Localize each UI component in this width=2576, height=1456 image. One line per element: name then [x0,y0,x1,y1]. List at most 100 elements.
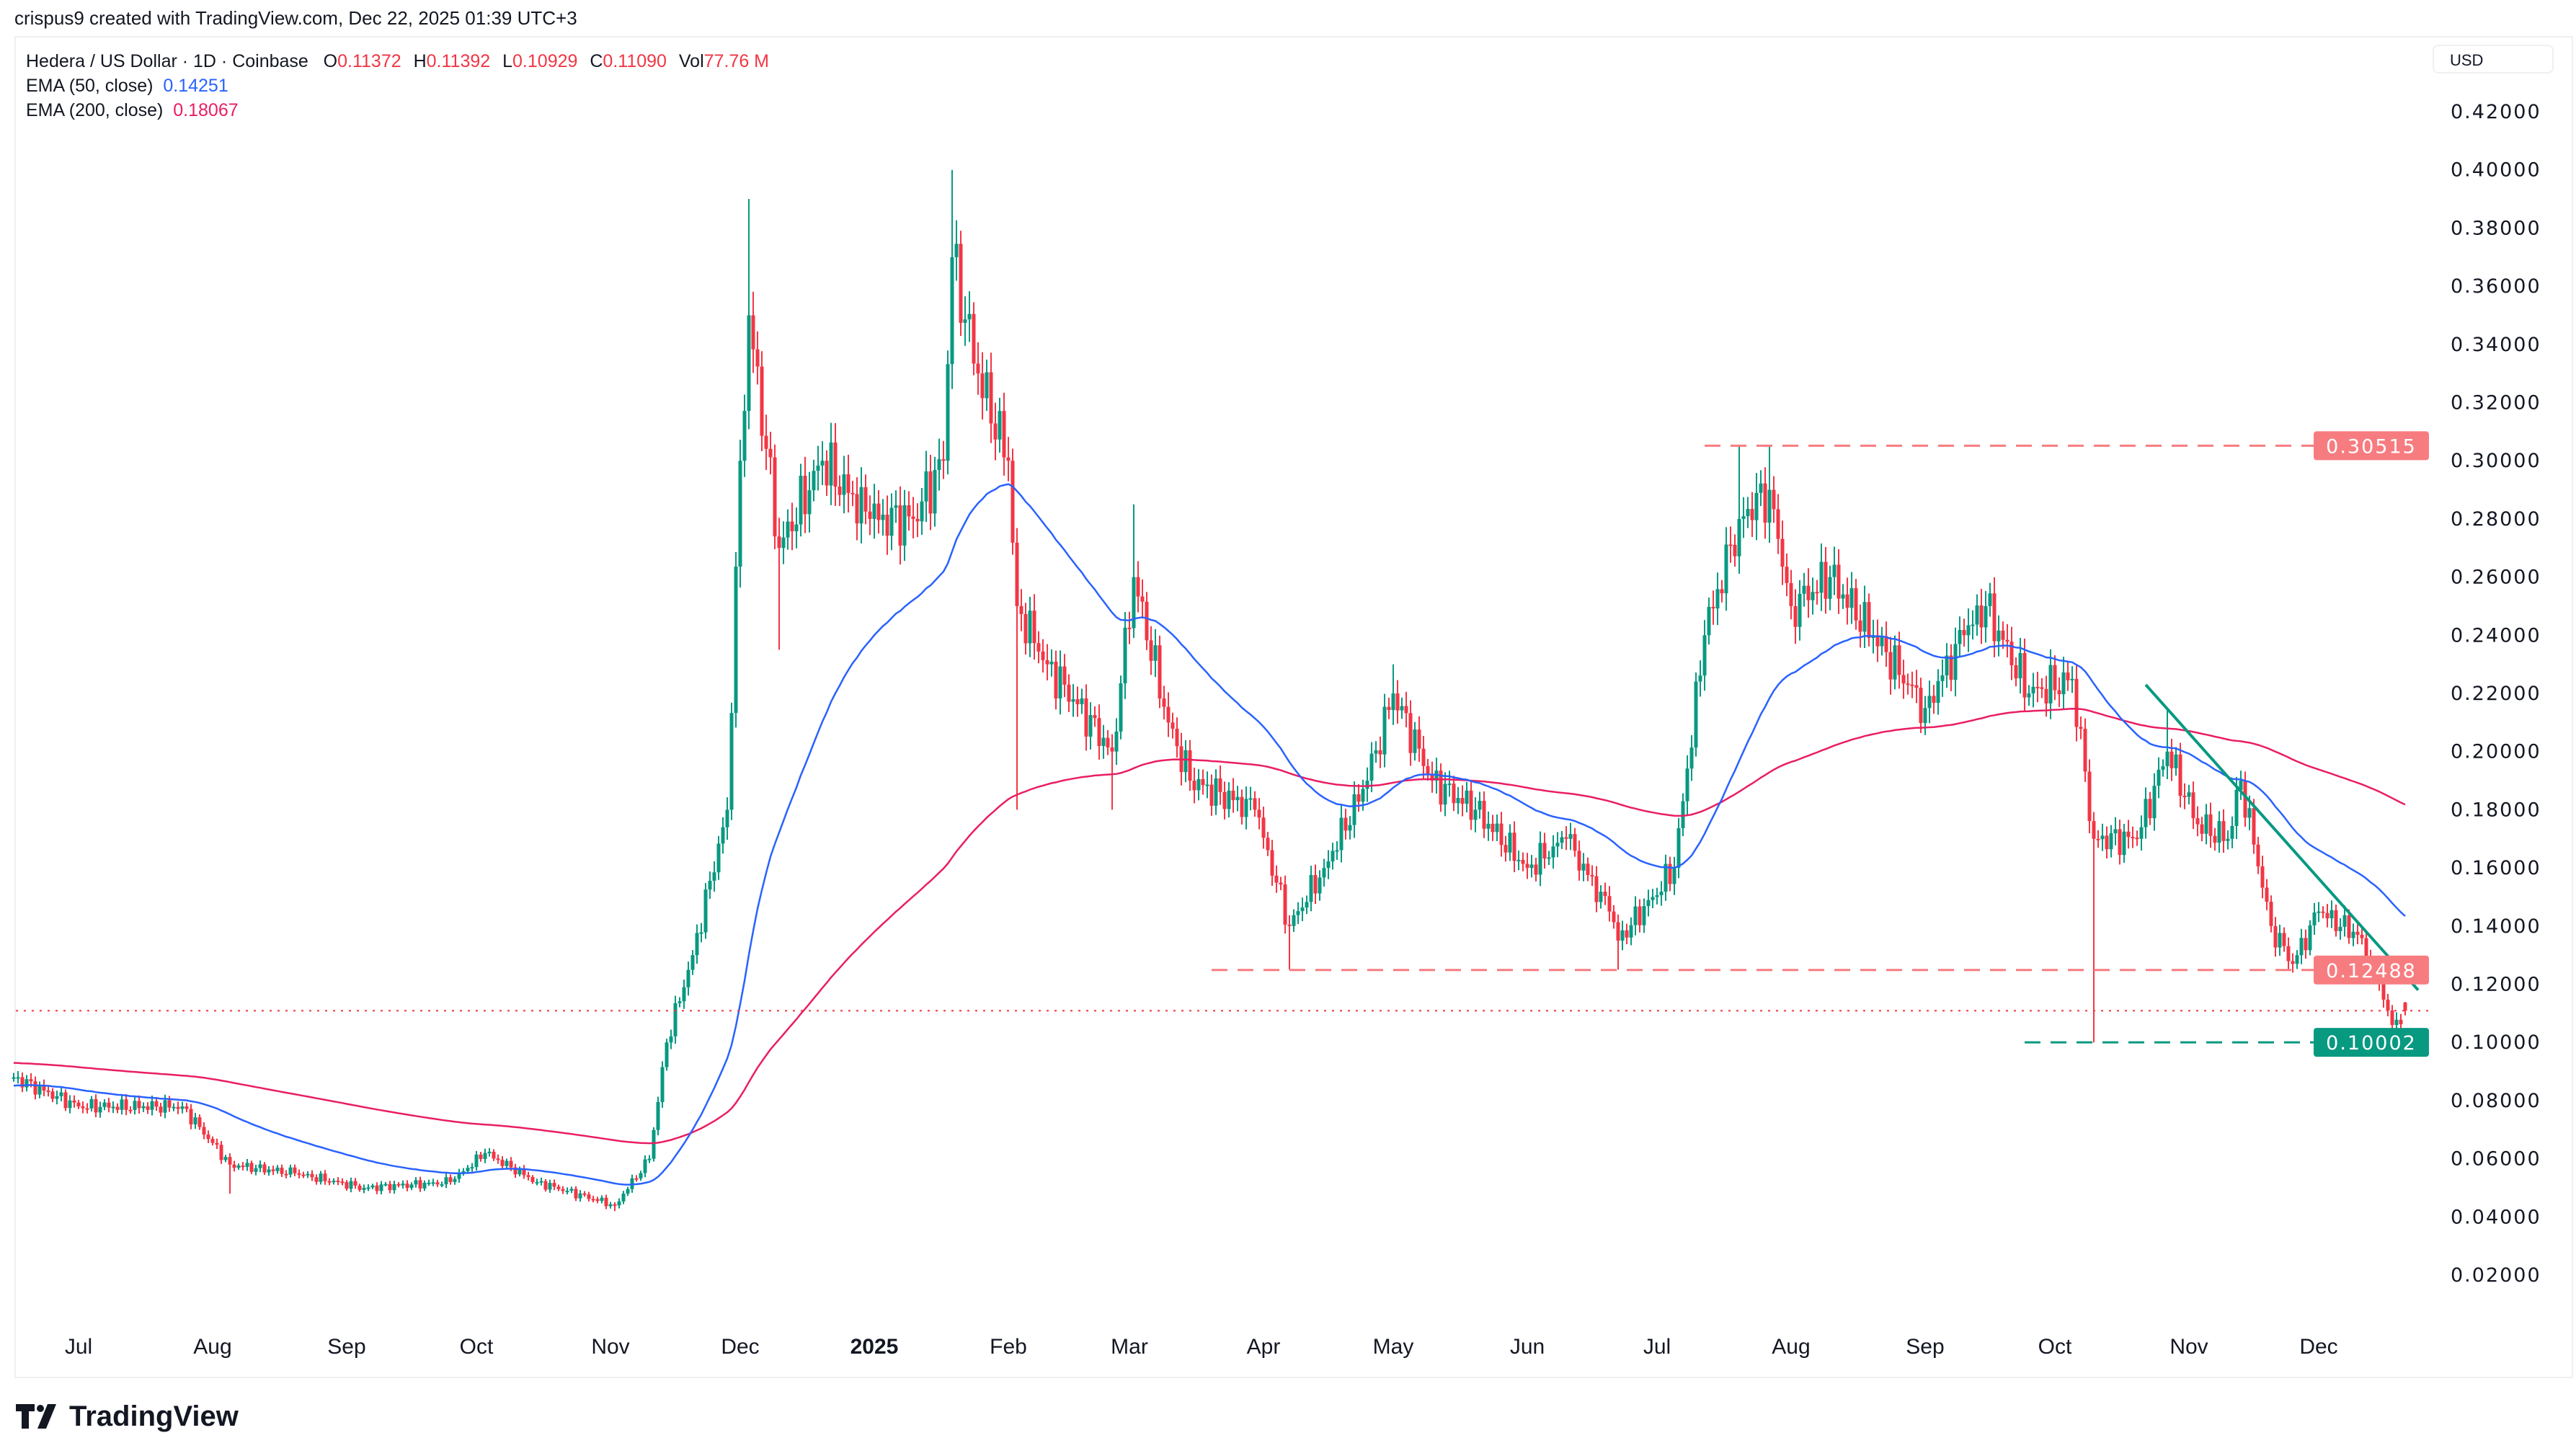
candle-body [1512,833,1516,861]
candle-body [1097,718,1101,746]
candle-body [2096,838,2100,840]
candle-body [375,1185,379,1191]
candle-body [185,1106,189,1109]
candle-body [1724,544,1728,594]
candle-body [2355,931,2360,935]
candle-body [1590,874,1594,876]
candle-body [1594,876,1599,902]
candle-body [444,1177,448,1185]
y-tick-label: 0.02000 [2451,1264,2541,1287]
candle-body [59,1092,63,1096]
candle-body [37,1085,42,1095]
candle-body [223,1157,228,1160]
tradingview-logo[interactable]: TradingView [16,1400,239,1433]
candle-body [1919,688,1923,724]
candle-body [889,507,894,536]
candle-body [682,987,686,1002]
candle-body [401,1184,405,1186]
candle-body [1776,509,1780,539]
currency-button[interactable]: USD [2433,45,2554,74]
candle-body [120,1099,124,1110]
candle-body [876,503,881,520]
candle-body [924,471,928,502]
price-label-badge [2314,1028,2429,1057]
candle-body [1300,907,1305,912]
candle-body [1447,784,1452,786]
candle-body [2230,825,2234,839]
chart-pane[interactable] [14,36,2573,1378]
candle-body [474,1154,479,1168]
candle-body [461,1171,466,1173]
candle-body [1984,605,1988,628]
candle-body [1754,492,1759,520]
candle-body [1062,666,1067,685]
x-tick-label: Jun [1510,1335,1545,1359]
candle-body [362,1187,366,1190]
candle-body [383,1184,388,1186]
ema50-legend[interactable]: EMA (50, close) 0.14251 [26,74,769,98]
candle-body [1659,892,1664,895]
candle-body [163,1100,167,1113]
candle-body [280,1167,284,1174]
candle-body [2394,1019,2399,1025]
candle-body [764,435,768,449]
candle-body [1746,509,1750,517]
symbol-title[interactable]: Hedera / US Dollar · 1D · Coinbase [26,51,308,71]
candle-body [907,505,911,517]
candle-body [2022,653,2027,698]
x-tick-label: Sep [327,1335,365,1359]
candle-body [600,1197,604,1202]
candle-body [751,315,755,350]
candle-body [1633,906,1638,925]
candle-body [1153,645,1158,661]
candle-body [379,1184,383,1191]
candle-body [1516,859,1521,861]
x-tick-label: Apr [1247,1335,1281,1359]
candle-body [2338,926,2342,931]
candle-body [1266,838,1270,851]
candle-body [85,1108,89,1110]
candle-body [306,1173,310,1176]
candle-body [2252,808,2256,845]
candle-body [193,1117,197,1124]
candle-body [2148,799,2152,819]
candle-body [582,1193,587,1195]
candle-body [1387,706,1391,711]
candle-body [1607,896,1612,912]
ema200-legend[interactable]: EMA (200, close) 0.18067 [26,98,769,123]
candle-body [1932,696,1936,703]
candle-body [180,1106,185,1109]
candle-body [115,1106,120,1110]
candle-body [1867,602,1871,639]
y-tick-label: 0.04000 [2451,1206,2541,1228]
candle-body [483,1153,487,1159]
candle-body [392,1184,396,1191]
candle-body [1430,773,1434,781]
candle-body [829,442,833,486]
candle-body [1616,922,1620,941]
candle-body [405,1184,409,1189]
candle-body [1551,846,1555,858]
candle-body [708,880,712,890]
candle-body [2399,1019,2403,1024]
candle-body [2234,789,2239,826]
y-tick-label: 0.16000 [2451,857,2541,879]
candle-body [980,373,985,399]
candle-body [267,1169,271,1173]
candle-body [1365,781,1369,789]
candle-body [1417,729,1421,749]
candle-body [55,1096,59,1099]
candle-body [1127,627,1132,629]
candle-body [1222,791,1227,809]
candle-body [2200,824,2204,834]
candle-body [1452,784,1456,804]
candle-body [2157,769,2161,786]
x-tick-label: 2025 [850,1335,899,1359]
candle-body [1395,693,1400,711]
candle-body [1071,699,1075,702]
candle-body [349,1181,353,1189]
price-label-text: 0.30515 [2326,435,2417,458]
candle-body [1036,643,1041,652]
candle-body [2178,754,2182,796]
